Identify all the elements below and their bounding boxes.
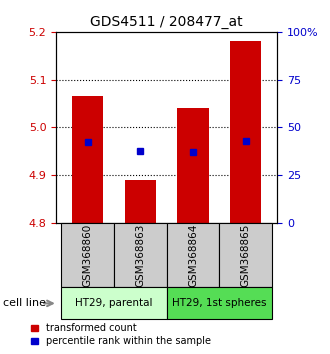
Bar (230, 41, 261, 223)
Text: HT29, parental: HT29, parental (75, 298, 153, 308)
Bar (219, 223, 272, 287)
Text: GSM368860: GSM368860 (83, 223, 93, 286)
Title: GDS4511 / 208477_at: GDS4511 / 208477_at (90, 16, 243, 29)
Text: cell line: cell line (3, 298, 46, 308)
Bar (124, 180, 156, 223)
Bar (114, 223, 167, 287)
Legend: transformed count, percentile rank within the sample: transformed count, percentile rank withi… (31, 324, 211, 346)
Bar (177, 108, 209, 223)
Text: HT29, 1st spheres: HT29, 1st spheres (172, 298, 267, 308)
Bar (72, 96, 104, 223)
Bar (167, 287, 272, 319)
Text: GSM368863: GSM368863 (135, 223, 145, 287)
Bar (167, 223, 219, 287)
Bar (61, 223, 114, 287)
Bar (61, 287, 167, 319)
Text: GSM368865: GSM368865 (241, 223, 250, 287)
Text: GSM368864: GSM368864 (188, 223, 198, 287)
